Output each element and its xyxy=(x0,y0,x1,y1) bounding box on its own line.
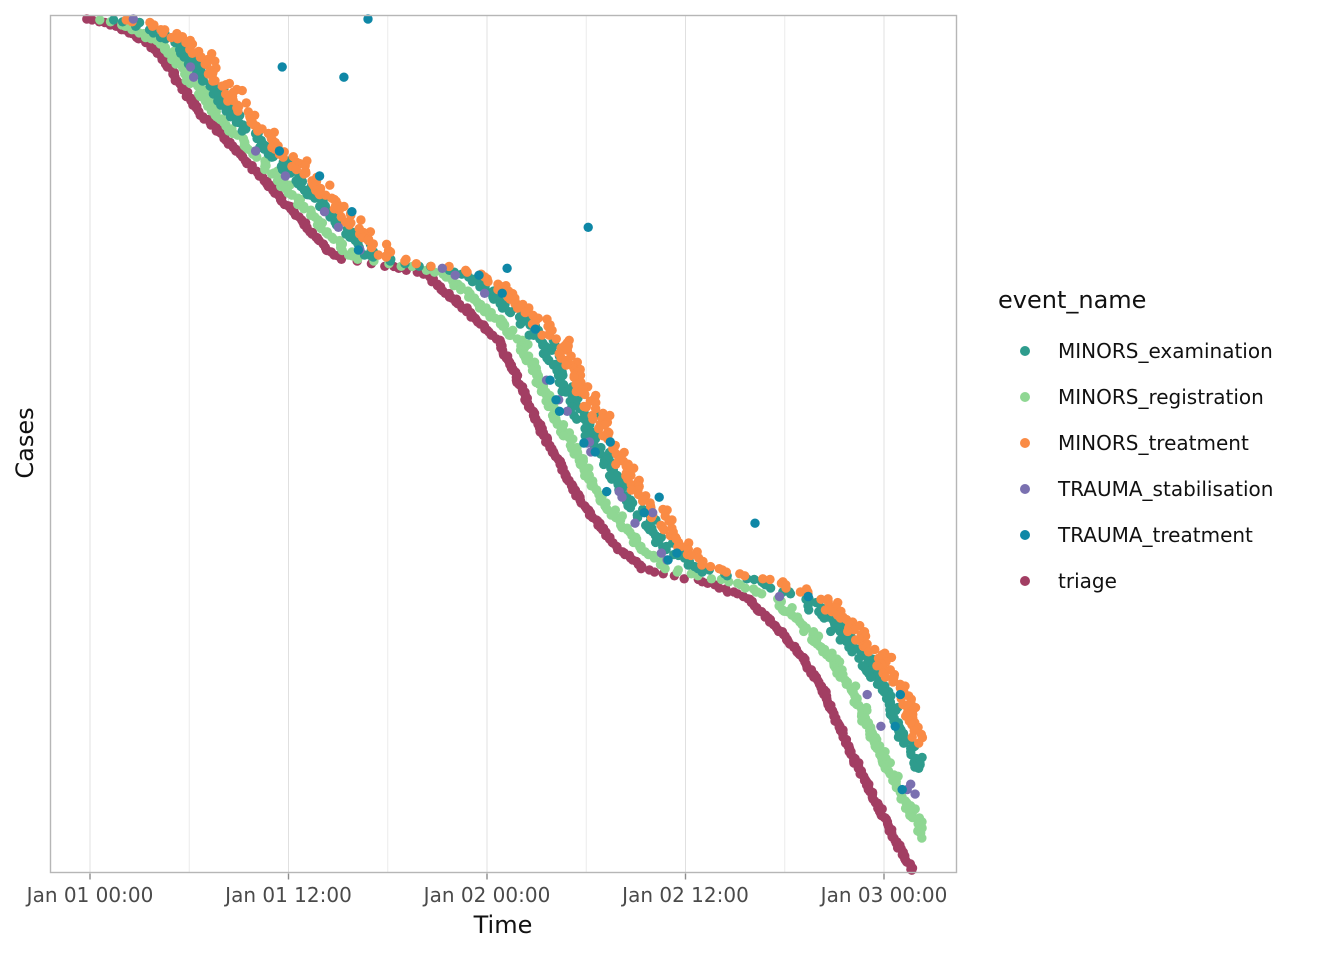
legend-item: TRAUMA_stabilisation xyxy=(998,466,1273,512)
legend-point-icon xyxy=(1020,346,1030,356)
y-axis-title: Cases xyxy=(11,407,39,479)
legend-item: TRAUMA_treatment xyxy=(998,512,1273,558)
legend-title: event_name xyxy=(998,286,1147,314)
x-axis-tick-label: Jan 02 12:00 xyxy=(622,883,749,907)
legend-item: MINORS_treatment xyxy=(998,420,1273,466)
legend: event_name MINORS_examination MINORS_reg… xyxy=(998,286,1273,604)
legend-point-icon xyxy=(1020,484,1030,494)
legend-point-icon xyxy=(1020,438,1030,448)
legend-item: MINORS_registration xyxy=(998,374,1273,420)
x-axis-tick-label: Jan 01 12:00 xyxy=(225,883,352,907)
legend-point-icon xyxy=(1020,392,1030,402)
x-axis-tick-label: Jan 01 00:00 xyxy=(26,883,154,907)
legend-point-icon xyxy=(1020,576,1030,586)
legend-point-icon xyxy=(1020,530,1030,540)
legend-item: MINORS_examination xyxy=(998,328,1273,374)
x-axis-tick-label: Jan 02 00:00 xyxy=(423,883,551,907)
x-axis-title: Time xyxy=(473,911,533,939)
x-axis-tick-label: Jan 03 00:00 xyxy=(820,883,948,907)
legend-item: triage xyxy=(998,558,1273,604)
